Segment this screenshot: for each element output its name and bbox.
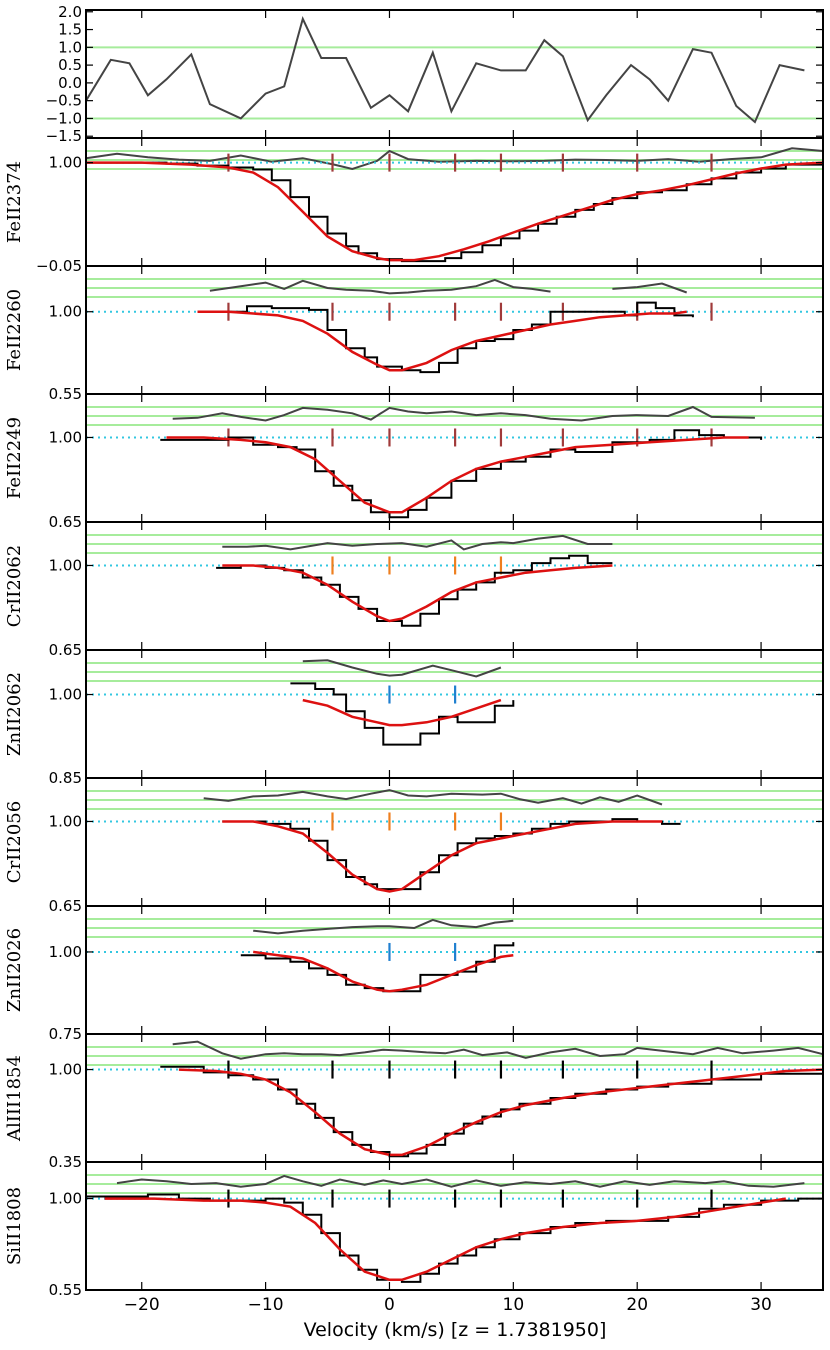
model-fit-line	[302, 698, 502, 727]
panel-feii2260: 1.00 0.55 FeII2260	[4, 265, 824, 403]
y-tick-label: 0.85	[49, 769, 82, 787]
y-tick-label: 1.00	[49, 428, 82, 446]
panel-label-feii2374: FeII2374	[4, 161, 25, 243]
y-tick-label: 0.65	[49, 641, 82, 659]
flux-data-step	[86, 161, 824, 263]
y-tick-label: 1.00	[49, 686, 82, 704]
flux-data-step	[160, 429, 763, 519]
x-tick-label: 20	[626, 1295, 648, 1315]
panel-label-znii2026: ZnII2026	[4, 928, 25, 1012]
panel-residual-line	[612, 282, 688, 294]
flux-data-step	[197, 301, 694, 374]
panel-label-znii2062: ZnII2062	[4, 672, 25, 756]
flux-data-step	[160, 1065, 824, 1158]
x-tick-label: −10	[248, 1295, 284, 1315]
panel-znii2026: 1.00 0.75 ZnII2026	[4, 905, 824, 1043]
panel-label-siii1808: SiII1808	[4, 1187, 25, 1265]
panel-label-feii2249: FeII2249	[4, 417, 25, 499]
panel-residual-line	[209, 278, 551, 295]
model-fit-line	[166, 436, 749, 514]
panel-frame	[85, 521, 824, 651]
flux-data-step	[86, 1193, 823, 1283]
top-residual-line	[85, 16, 805, 124]
panel-residual-line	[116, 1174, 805, 1188]
panel-feii2374: 1.00 −0.05 FeII2374	[4, 137, 824, 275]
y-tick-label: 0.55	[49, 1281, 82, 1299]
y-tick-label: −0.05	[36, 257, 82, 275]
top-y-tick-label: 1.0	[58, 38, 82, 56]
panel-residual-line	[253, 918, 514, 935]
flux-data-step	[222, 818, 681, 891]
panel-label-feii2260: FeII2260	[4, 289, 25, 371]
top-y-tick-label: −1.0	[46, 109, 82, 127]
x-tick-label: 30	[750, 1295, 772, 1315]
panel-siii1808: 1.00 0.55 SiII1808	[4, 1161, 824, 1299]
y-tick-label: 1.00	[49, 812, 82, 830]
y-tick-label: 0.35	[49, 1153, 82, 1171]
panel-crii2062: 1.00 0.65 CrII2062	[4, 521, 824, 659]
panel-residual-line	[85, 147, 824, 171]
panel-label-crii2062: CrII2062	[4, 545, 25, 627]
y-tick-label: 0.65	[49, 513, 82, 531]
panel-frame	[85, 777, 824, 907]
flux-data-step	[216, 554, 613, 627]
y-tick-label: 1.00	[49, 556, 82, 574]
panel-feii2249: 1.00 0.65 FeII2249	[4, 393, 824, 531]
panel-frame	[85, 1161, 824, 1291]
panel-znii2062: 1.00 0.85 ZnII2062	[4, 649, 824, 787]
panel-aliii1854: 1.00 0.35 AlIII1854	[4, 1033, 824, 1171]
y-tick-label: 0.55	[49, 385, 82, 403]
panel-frame	[85, 265, 824, 395]
y-tick-label: 0.65	[49, 897, 82, 915]
y-tick-label: 1.00	[49, 154, 82, 172]
model-fit-line	[86, 161, 824, 262]
x-tick-label: 10	[503, 1295, 525, 1315]
panel-residual-line	[302, 659, 502, 678]
flux-data-step	[290, 682, 515, 746]
y-tick-label: 0.75	[49, 1025, 82, 1043]
x-tick-label: −20	[124, 1295, 160, 1315]
top-y-tick-label: 1.5	[58, 21, 82, 39]
y-tick-label: 1.00	[49, 943, 82, 961]
model-fit-line	[197, 310, 687, 372]
y-tick-label: 1.00	[49, 303, 82, 321]
x-tick-label: 0	[384, 1295, 395, 1315]
panel-label-crii2056: CrII2056	[4, 801, 25, 883]
top-y-tick-label: 0.0	[58, 74, 82, 92]
model-fit-line	[222, 564, 613, 623]
y-tick-label: 1.00	[49, 1190, 82, 1208]
panel-label-aliii1854: AlIII1854	[4, 1055, 25, 1142]
panel-residual-line	[172, 405, 755, 422]
panel-residual-line	[203, 789, 663, 806]
x-axis-title: Velocity (km/s) [z = 1.7381950]	[304, 1319, 607, 1341]
top-y-tick-label: 2.0	[58, 3, 82, 21]
model-fit-line	[104, 1197, 787, 1282]
panel-frame	[85, 649, 824, 779]
top-residual-panel: −1.5−1.0−0.50.00.51.01.52.0	[46, 3, 824, 145]
model-fit-line	[253, 950, 514, 993]
panel-residual-line	[172, 1040, 824, 1060]
top-y-tick-label: −1.5	[46, 127, 82, 145]
top-y-tick-label: 0.5	[58, 56, 82, 74]
top-y-tick-label: −0.5	[46, 92, 82, 110]
panel-crii2056: 1.00 0.65 CrII2056	[4, 777, 824, 915]
y-tick-label: 1.00	[49, 1061, 82, 1079]
model-fit-line	[222, 820, 662, 893]
model-fit-line	[178, 1068, 824, 1157]
panel-residual-line	[222, 534, 613, 551]
panel-frame	[85, 393, 824, 523]
panel-frame	[85, 1033, 824, 1163]
